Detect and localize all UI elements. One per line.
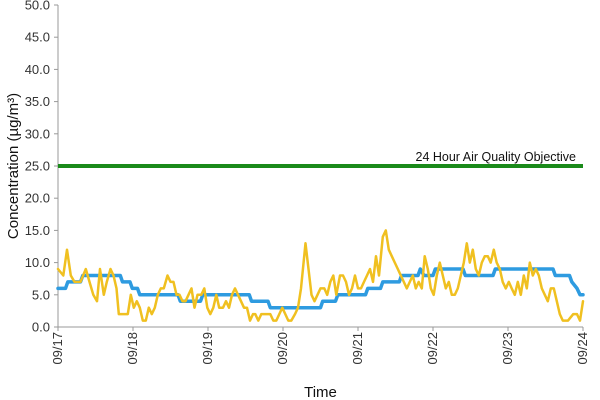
y-tick-label: 30.0 bbox=[25, 126, 50, 141]
y-axis-title: Concentration (µg/m³) bbox=[5, 93, 22, 239]
y-tick-label: 35.0 bbox=[25, 94, 50, 109]
y-tick-label: 40.0 bbox=[25, 62, 50, 77]
y-tick-label: 5.0 bbox=[32, 287, 50, 302]
x-tick-label: 09/18 bbox=[125, 332, 140, 365]
x-axis-title: Time bbox=[304, 384, 337, 400]
x-tick-label: 09/19 bbox=[200, 332, 215, 365]
y-tick-label: 0.0 bbox=[32, 320, 50, 335]
series-line-2 bbox=[56, 229, 585, 322]
series-group bbox=[56, 229, 585, 322]
series-line-1 bbox=[56, 267, 585, 310]
y-tick-label: 25.0 bbox=[25, 159, 50, 174]
y-tick-label: 50.0 bbox=[25, 0, 50, 13]
y-tick-label: 10.0 bbox=[25, 255, 50, 270]
reference-line-group: 24 Hour Air Quality Objective bbox=[58, 150, 583, 168]
x-tick-label: 09/24 bbox=[575, 332, 590, 365]
x-tick-label: 09/21 bbox=[350, 332, 365, 365]
y-axis-ticks: 0.0 5.0 10.0 15.0 20.0 25.0 30.0 35.0 40.0 45.0 50… bbox=[25, 0, 58, 335]
y-tick-label: 15.0 bbox=[25, 223, 50, 238]
air-quality-objective-label: 24 Hour Air Quality Objective bbox=[416, 150, 577, 164]
x-tick-label: 09/22 bbox=[425, 332, 440, 365]
x-tick-label: 09/23 bbox=[500, 332, 515, 365]
x-tick-label: 09/20 bbox=[275, 332, 290, 365]
x-axis-ticks: 09/17 09/18 09/19 09/20 09/21 09/22 09/23 09/24 bbox=[50, 327, 590, 365]
y-tick-label: 20.0 bbox=[25, 191, 50, 206]
x-tick-label: 09/17 bbox=[50, 332, 65, 365]
y-tick-label: 45.0 bbox=[25, 30, 50, 45]
